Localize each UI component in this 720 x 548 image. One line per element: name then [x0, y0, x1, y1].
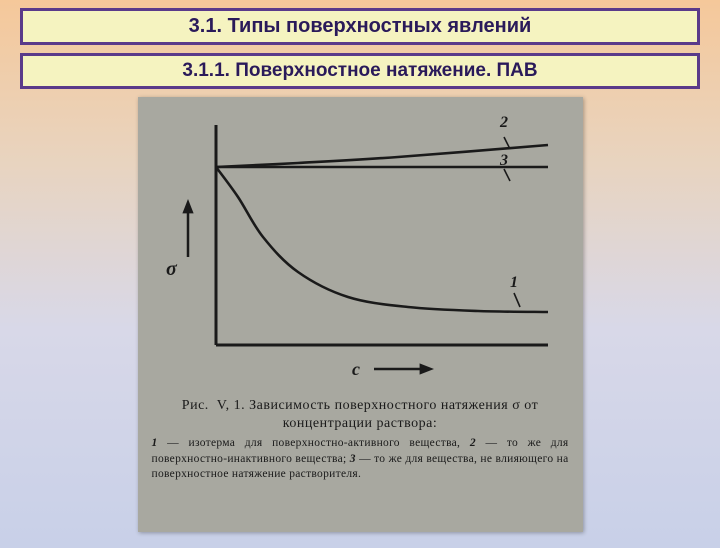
surface-tension-chart: 2 3 1 σ c	[148, 107, 573, 387]
svg-text:3: 3	[499, 152, 508, 169]
section-header-2-text: 3.1.1. Поверхностное натяжение. ПАВ	[182, 60, 537, 81]
caption-title: Рис. V, 1. Зависимость поверхност­ного н…	[152, 397, 569, 432]
section-header-2: 3.1.1. Поверхностное натяжение. ПАВ	[20, 53, 700, 89]
figure-panel: 2 3 1 σ c Рис. V, 1. Зависимость поверхност­…	[138, 97, 583, 532]
svg-text:σ: σ	[166, 258, 178, 280]
caption-title-rest: Зависимость поверхност­ного натяжения σ …	[245, 398, 538, 431]
caption-prefix: Рис. V, 1.	[182, 398, 245, 413]
svg-text:c: c	[352, 359, 360, 379]
svg-text:2: 2	[499, 114, 508, 131]
section-header-1: 3.1. Типы поверхностных явлений	[20, 8, 700, 45]
caption-legend: 1 — изотерма для поверхностно-активного …	[152, 436, 569, 483]
legend-text-1: — изотерма для поверхностно-активного ве…	[158, 437, 470, 449]
figure-caption: Рис. V, 1. Зависимость поверхност­ного н…	[152, 397, 569, 483]
section-header-1-text: 3.1. Типы поверхностных явлений	[189, 15, 532, 37]
svg-text:1: 1	[510, 274, 518, 291]
